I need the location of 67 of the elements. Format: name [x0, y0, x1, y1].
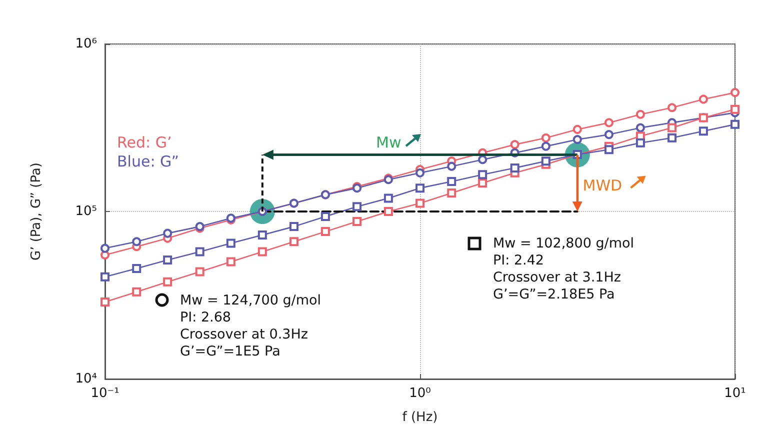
annotation: Mw = 124,700 g/mol PI: 2.68 Crossover at 0.3Hz G’=G”=1E5 Pa — [180, 292, 321, 360]
point — [447, 177, 456, 186]
point — [572, 135, 582, 144]
point — [258, 247, 267, 256]
point — [289, 237, 298, 246]
annotation: Mw — [376, 134, 402, 152]
annotation: Mw = 102,800 g/mol PI: 2.42 Crossover at 3.1Hz G’=G”=2.18E5 Pa — [493, 236, 634, 302]
point — [510, 140, 520, 150]
x-tick-label: 10¹ — [724, 386, 746, 401]
point — [163, 277, 172, 286]
point — [195, 247, 204, 256]
point — [698, 126, 708, 136]
point — [478, 170, 488, 180]
point — [163, 228, 172, 238]
x-tick-label: 10⁰ — [409, 386, 431, 401]
point — [226, 238, 236, 248]
point — [132, 287, 142, 296]
point — [226, 257, 236, 266]
point — [320, 212, 330, 222]
point — [352, 202, 362, 212]
point — [384, 207, 393, 216]
point — [447, 188, 456, 198]
point — [668, 133, 677, 142]
x-tick-label: 10⁻¹ — [90, 386, 120, 401]
point — [289, 222, 298, 232]
point — [132, 264, 142, 273]
point — [416, 168, 424, 178]
point — [541, 142, 550, 151]
point — [541, 133, 550, 142]
point — [416, 184, 424, 193]
point — [636, 123, 645, 132]
point — [320, 227, 330, 236]
point — [163, 256, 172, 265]
point — [730, 120, 740, 129]
annotation: Blue: G” — [117, 152, 180, 170]
point — [384, 194, 393, 203]
point — [698, 94, 708, 104]
point — [100, 272, 110, 282]
point — [668, 123, 677, 132]
point — [258, 230, 267, 240]
point — [447, 162, 456, 171]
point — [195, 267, 204, 276]
point — [416, 198, 424, 208]
point — [572, 124, 582, 134]
point — [541, 156, 550, 166]
point — [352, 217, 362, 226]
point — [478, 178, 488, 188]
y-tick-label: 10⁵ — [75, 204, 97, 219]
point — [604, 130, 614, 140]
point — [478, 155, 488, 164]
point — [730, 88, 740, 98]
point — [100, 244, 110, 253]
point — [668, 103, 677, 112]
annotation: Red: G’ — [117, 134, 172, 152]
point — [730, 104, 740, 114]
point — [636, 110, 645, 119]
x-axis-title: f (Hz) — [402, 410, 438, 425]
annotation: MWD — [582, 176, 622, 194]
y-tick-label: 10⁶ — [75, 36, 97, 52]
point — [510, 163, 520, 172]
point — [100, 298, 110, 307]
y-axis-title: G’ (Pa), G” (Pa) — [29, 162, 44, 260]
point — [604, 118, 614, 128]
point — [604, 145, 614, 154]
y-tick-label: 10⁴ — [75, 372, 97, 386]
point — [636, 138, 645, 148]
point — [132, 237, 142, 246]
